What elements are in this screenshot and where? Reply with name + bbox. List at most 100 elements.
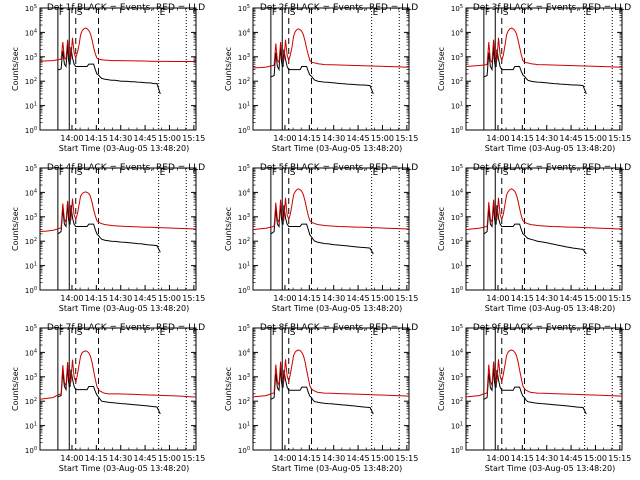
x-tick-label: 15:15 [182,454,205,463]
plot-frame [252,167,410,291]
x-tick-label: 15:00 [371,454,394,463]
series-line-lld [465,188,622,231]
y-tick-label: 104 [238,28,250,37]
marker-label: E [373,8,379,18]
y-tick-exponent: 5 [247,324,250,330]
marker-label: S [503,168,509,178]
panel-title: Det 4f-BLACK = Events, RED = LLD [47,163,205,173]
x-tick-label: 14:15 [85,134,108,143]
y-tick-label: 105 [238,4,250,13]
y-tick-exponent: 1 [247,102,250,108]
x-tick-label: 15:00 [158,454,181,463]
series-line-events [57,43,161,95]
series-line-lld [39,191,196,232]
y-tick-exponent: 4 [460,188,463,194]
y-tick-exponent: 3 [247,53,250,59]
y-tick-exponent: 4 [34,188,37,194]
x-tick-label: 14:00 [60,134,83,143]
panel-title: Det 6f-BLACK = Events, RED = LLD [473,163,631,173]
y-tick-exponent: 5 [34,164,37,170]
y-tick-label: 101 [451,422,463,431]
y-tick-label: 100 [238,126,250,135]
plot-frame [252,7,410,131]
y-tick-label: 103 [451,53,463,62]
x-tick-label: 15:15 [182,134,205,143]
x-tick-label: 14:45 [560,454,583,463]
y-tick-label: 100 [451,446,463,455]
y-tick-label: 102 [238,237,250,246]
x-tick-label: 14:30 [535,294,558,303]
y-axis-label: Counts/sec [11,207,20,251]
y-tick-label: 103 [238,373,250,382]
y-axis-label: Counts/sec [224,367,233,411]
x-tick-label: 14:15 [511,134,534,143]
x-tick-label: 15:15 [395,134,418,143]
y-tick-exponent: 5 [460,324,463,330]
y-tick-exponent: 3 [247,373,250,379]
marker-label: S [503,328,509,338]
y-axis-label: Counts/sec [11,47,20,91]
series-line-lld [252,28,409,69]
x-tick-label: 15:15 [182,294,205,303]
y-tick-exponent: 3 [34,53,37,59]
y-tick-exponent: 0 [34,446,37,452]
marker-label: E [586,168,592,178]
x-tick-label: 15:15 [395,454,418,463]
y-axis-label: Counts/sec [437,47,446,91]
y-tick-label: 101 [451,262,463,271]
y-tick-label: 102 [451,397,463,406]
panel-title: Det 8f-BLACK = Events, RED = LLD [260,323,418,333]
panel-title: Det 1f-BLACK = Events, RED = LLD [47,3,205,13]
y-tick-exponent: 2 [34,77,37,83]
y-tick-label: 103 [451,213,463,222]
x-tick-label: 14:15 [511,454,534,463]
series-line-events [270,202,374,255]
x-tick-label: 14:30 [109,294,132,303]
y-tick-label: 102 [238,397,250,406]
y-tick-exponent: 5 [460,164,463,170]
y-tick-label: 102 [25,77,37,86]
x-tick-label: 15:15 [395,294,418,303]
y-tick-label: 104 [25,28,37,37]
marker-label: F [59,168,64,178]
x-tick-label: 14:15 [298,134,321,143]
y-tick-exponent: 4 [247,348,250,354]
y-tick-label: 100 [25,126,37,135]
y-tick-label: 105 [25,164,37,173]
y-tick-exponent: 4 [34,28,37,34]
y-tick-label: 104 [25,348,37,357]
panel-title: Det 9f-BLACK = Events, RED = LLD [473,323,631,333]
x-tick-label: 14:00 [273,454,296,463]
x-tick-label: 15:15 [608,134,631,143]
series-line-events [483,45,587,95]
y-tick-exponent: 1 [34,422,37,428]
x-tick-label: 14:00 [486,454,509,463]
y-tick-exponent: 4 [460,28,463,34]
x-tick-label: 14:45 [347,294,370,303]
marker-label: E [373,168,379,178]
y-tick-label: 102 [25,397,37,406]
marker-label: S [77,8,83,18]
marker-label: E [160,328,166,338]
y-tick-label: 104 [25,188,37,197]
y-tick-label: 102 [451,237,463,246]
x-axis-label: Start Time (03-Aug-05 13:48:20) [59,464,190,473]
x-tick-label: 15:00 [158,134,181,143]
plot-frame [39,7,197,131]
y-axis-label: Counts/sec [11,367,20,411]
y-tick-label: 104 [451,188,463,197]
y-tick-exponent: 0 [460,446,463,452]
y-axis-label: Counts/sec [437,207,446,251]
x-tick-label: 14:00 [273,134,296,143]
y-tick-label: 103 [25,53,37,62]
y-tick-label: 101 [451,102,463,111]
y-tick-label: 100 [25,446,37,455]
plot-frame [465,167,623,291]
y-tick-label: 102 [238,77,250,86]
